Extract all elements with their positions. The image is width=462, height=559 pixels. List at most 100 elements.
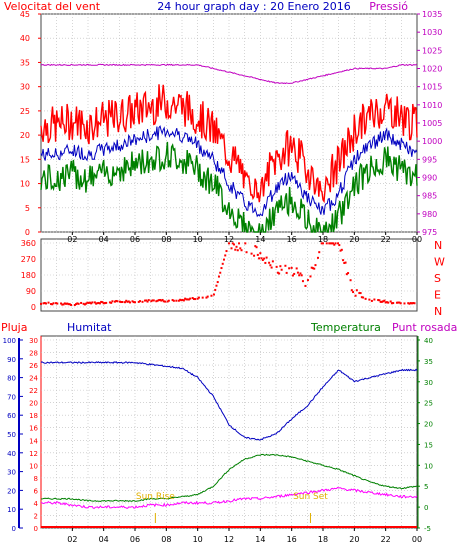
- pressure-tick-label: 1000: [422, 137, 442, 146]
- direction-point: [314, 264, 317, 267]
- direction-point: [96, 302, 99, 305]
- pressure-tick-label: 1015: [422, 83, 442, 92]
- direction-point: [390, 302, 393, 305]
- direction-point: [73, 304, 76, 307]
- direction-point: [91, 301, 94, 304]
- direction-point: [214, 288, 217, 291]
- rain-tick-label: 18: [29, 412, 38, 420]
- direction-point: [55, 302, 58, 305]
- direction-point: [156, 299, 159, 302]
- direction-point: [205, 296, 208, 299]
- direction-point: [236, 249, 239, 252]
- direction-point: [184, 297, 187, 300]
- direction-point: [88, 301, 91, 304]
- wind-speed-tick-label: 20: [20, 131, 30, 140]
- direction-point: [225, 250, 228, 253]
- direction-point: [412, 302, 415, 305]
- direction-point: [224, 254, 227, 257]
- direction-point: [61, 303, 64, 306]
- hour-tick-label: 00: [412, 535, 422, 544]
- direction-point: [179, 298, 182, 301]
- pressure-tick-label: 990: [422, 174, 437, 183]
- direction-point: [221, 262, 224, 265]
- direction-point: [192, 298, 195, 301]
- direction-tick-label: 90: [26, 287, 36, 296]
- direction-point: [291, 274, 294, 277]
- direction-point: [238, 242, 241, 245]
- hour-tick-label: 00: [412, 235, 422, 244]
- hour-tick-label: 22: [381, 535, 391, 544]
- wind-speed-tick-label: 5: [25, 204, 30, 213]
- direction-point: [80, 301, 83, 304]
- direction-point: [235, 245, 238, 248]
- rain-tick-label: 20: [29, 400, 38, 408]
- direction-point: [82, 302, 85, 305]
- direction-point: [65, 302, 68, 305]
- direction-point: [139, 300, 142, 303]
- direction-point: [384, 301, 387, 304]
- compass-label: S: [434, 272, 441, 285]
- series-layer: [40, 63, 418, 528]
- grid-layer: [41, 13, 417, 529]
- rain-tick-label: 10: [29, 462, 38, 470]
- pressure-tick-label: 980: [422, 210, 437, 219]
- wind-speed-tick-label: 35: [20, 58, 30, 67]
- direction-point: [407, 302, 410, 305]
- direction-point: [290, 266, 293, 269]
- hour-tick-label: 02: [67, 535, 77, 544]
- humidity-label: Humitat: [67, 321, 112, 334]
- direction-point: [97, 301, 100, 304]
- temperature-tick-label: -5: [424, 525, 431, 533]
- direction-point: [212, 293, 215, 296]
- direction-point: [275, 265, 278, 268]
- direction-point: [137, 300, 140, 303]
- direction-point: [194, 298, 197, 301]
- direction-point: [67, 303, 70, 306]
- direction-point: [70, 303, 73, 306]
- direction-point: [300, 274, 303, 277]
- direction-point: [392, 302, 395, 305]
- direction-point: [43, 302, 46, 305]
- humidity-tick-label: 60: [7, 412, 16, 420]
- direction-point: [245, 251, 248, 254]
- direction-point: [181, 298, 184, 301]
- hour-tick-label: 14: [255, 535, 265, 544]
- direction-point: [68, 303, 71, 306]
- direction-point: [86, 301, 89, 304]
- direction-point: [264, 261, 267, 264]
- direction-point: [334, 242, 337, 245]
- direction-point: [385, 301, 388, 304]
- direction-point: [105, 301, 108, 304]
- direction-point: [110, 301, 113, 304]
- direction-point: [370, 299, 373, 302]
- direction-point: [345, 273, 348, 276]
- direction-point: [389, 300, 392, 303]
- direction-point: [147, 299, 150, 302]
- direction-point: [121, 300, 124, 303]
- direction-point: [141, 300, 144, 303]
- direction-point: [340, 248, 343, 251]
- wind-speed-tick-label: 10: [20, 180, 30, 189]
- rain-tick-label: 0: [34, 525, 38, 533]
- humidity-tick-label: 0: [12, 525, 16, 533]
- direction-point: [344, 261, 347, 264]
- hour-tick-label: 14: [255, 235, 265, 244]
- rain-tick-label: 2: [34, 512, 38, 520]
- direction-point: [261, 259, 264, 262]
- direction-point: [358, 292, 361, 295]
- direction-point: [60, 302, 63, 305]
- direction-point: [100, 300, 103, 303]
- direction-point: [63, 302, 66, 305]
- pressure-tick-label: 1035: [422, 10, 442, 19]
- direction-point: [111, 300, 114, 303]
- direction-point: [250, 252, 253, 255]
- direction-point: [304, 284, 307, 287]
- direction-point: [268, 261, 271, 264]
- wind-gust-series: [40, 84, 418, 204]
- pressure-tick-label: 1010: [422, 101, 442, 110]
- direction-point: [263, 257, 266, 260]
- direction-point: [166, 300, 169, 303]
- direction-point: [159, 298, 162, 301]
